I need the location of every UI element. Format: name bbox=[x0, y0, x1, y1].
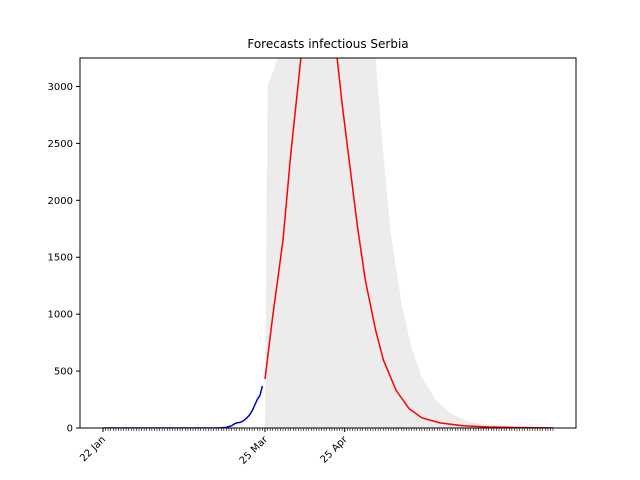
y-tick-label-2500: 2500 bbox=[48, 139, 73, 150]
x-axis: 22 Jan 25 Mar 25 Apr bbox=[78, 428, 350, 467]
y-axis: 0 500 1000 1500 2000 2500 3000 bbox=[48, 82, 80, 435]
confidence-band-layer bbox=[265, 58, 553, 428]
x-tick-label-0: 22 Jan bbox=[78, 434, 108, 464]
y-tick-label-3000: 3000 bbox=[48, 82, 73, 93]
confidence-band-0 bbox=[265, 58, 553, 428]
x-tick-label-1: 25 Mar bbox=[238, 434, 271, 467]
y-tick-label-500: 500 bbox=[54, 367, 73, 378]
y-tick-label-0: 0 bbox=[67, 424, 73, 435]
plot-frame bbox=[79, 57, 577, 429]
y-tick-label-1000: 1000 bbox=[48, 310, 73, 321]
series-line-0 bbox=[103, 385, 264, 428]
y-tick-label-1500: 1500 bbox=[48, 253, 73, 264]
chart-title: Forecasts infectious Serbia bbox=[247, 37, 408, 51]
series-line-1 bbox=[264, 58, 554, 428]
y-tick-label-2000: 2000 bbox=[48, 196, 73, 207]
x-tick-label-2: 25 Apr bbox=[319, 434, 351, 466]
